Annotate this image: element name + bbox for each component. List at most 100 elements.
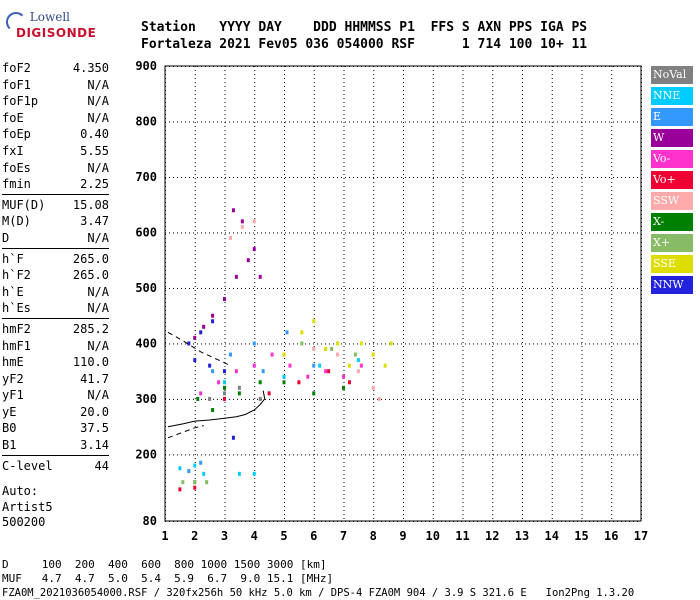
grid-dot-y: [609, 454, 610, 456]
echo-point: [336, 341, 340, 346]
grid-dot-y: [313, 343, 314, 345]
grid-dot-x: [194, 334, 196, 335]
grid-dot-y: [265, 454, 266, 456]
grid-dot-x: [254, 166, 256, 167]
grid-dot-x: [611, 318, 613, 319]
param-row: foEp 0.40: [2, 126, 109, 143]
grid-dot-x: [522, 254, 523, 255]
grid-dot-y: [513, 343, 514, 345]
grid-dot-y: [285, 176, 286, 178]
grid-dot-x: [432, 274, 434, 275]
grid-dot-x: [611, 238, 613, 239]
logo-brand: Lowell: [29, 10, 70, 24]
grid-dot-x: [432, 202, 434, 203]
grid-dot-x: [492, 154, 494, 155]
grid-dot-y: [281, 454, 282, 456]
param-name: fmin: [2, 177, 31, 192]
grid-dot-y: [409, 176, 410, 178]
grid-dot-x: [611, 310, 613, 311]
grid-dot-x: [403, 250, 404, 251]
grid-dot-x: [403, 466, 404, 467]
grid-dot-x: [611, 254, 613, 255]
grid-dot-x: [284, 342, 285, 343]
grid-dot-y: [589, 343, 590, 345]
grid-dot-x: [551, 438, 553, 439]
grid-dot-x: [343, 242, 345, 243]
grid-dot-x: [611, 114, 613, 115]
grid-dot-y: [309, 454, 310, 456]
grid-dot-y: [433, 121, 434, 123]
grid-dot-y: [505, 232, 506, 234]
grid-dot-x: [284, 222, 285, 223]
grid-dot-x: [403, 286, 404, 287]
header-labels: Station YYYY DAY DDD HHMMSS P1 FFS S AXN…: [141, 20, 588, 35]
grid-dot-x: [254, 378, 256, 379]
grid-dot-y: [409, 454, 410, 456]
grid-dot-x: [522, 310, 523, 311]
grid-dot-y: [637, 454, 638, 456]
grid-dot-y: [313, 287, 314, 289]
grid-dot-x: [403, 362, 404, 363]
grid-dot-y: [369, 121, 370, 123]
grid-dot-y: [613, 121, 614, 123]
grid-dot-x: [611, 74, 613, 75]
grid-dot-y: [417, 287, 418, 289]
grid-dot-x: [462, 418, 464, 419]
grid-dot-x: [492, 226, 494, 227]
param-value: 41.7: [80, 371, 109, 386]
grid-dot-x: [581, 178, 583, 179]
grid-dot-x: [254, 154, 256, 155]
grid-dot-x: [551, 294, 553, 295]
grid-dot-y: [285, 287, 286, 289]
grid-dot-x: [224, 222, 226, 223]
grid-dot-x: [432, 122, 434, 123]
grid-dot-y: [617, 454, 618, 456]
grid-dot-y: [277, 398, 278, 400]
grid-dot-x: [373, 130, 375, 131]
grid-dot-x: [462, 102, 464, 103]
grid-dot-x: [224, 494, 226, 495]
param-row: foEs N/A: [2, 160, 109, 177]
grid-dot-x: [343, 494, 345, 495]
grid-dot-x: [581, 426, 583, 427]
grid-dot-x: [611, 362, 613, 363]
grid-dot-x: [403, 398, 404, 399]
grid-dot-y: [201, 121, 202, 123]
grid-dot-x: [343, 382, 345, 383]
grid-dot-y: [429, 121, 430, 123]
param-value: 3.14: [80, 438, 109, 453]
grid-dot-x: [373, 326, 375, 327]
grid-dot-x: [373, 166, 375, 167]
grid-dot-x: [611, 298, 613, 299]
grid-dot-x: [492, 126, 494, 127]
param-value: N/A: [87, 284, 109, 299]
grid-dot-y: [621, 454, 622, 456]
grid-dot-y: [329, 454, 330, 456]
grid-dot-x: [343, 238, 345, 239]
grid-dot-x: [462, 70, 464, 71]
grid-dot-y: [257, 121, 258, 123]
grid-dot-y: [333, 232, 334, 234]
grid-dot-y: [525, 176, 526, 178]
grid-dot-x: [313, 238, 315, 239]
param-value: N/A: [87, 301, 109, 316]
grid-dot-y: [249, 454, 250, 456]
grid-dot-x: [403, 90, 404, 91]
grid-dot-y: [553, 176, 554, 178]
grid-dot-x: [313, 410, 315, 411]
grid-dot-x: [403, 450, 404, 451]
grid-dot-x: [313, 286, 315, 287]
grid-dot-y: [493, 343, 494, 345]
echo-point: [261, 369, 265, 374]
grid-dot-x: [224, 318, 226, 319]
grid-dot-x: [254, 458, 256, 459]
grid-dot-y: [341, 176, 342, 178]
param-name: MUF(D): [2, 197, 46, 212]
grid-dot-x: [343, 190, 345, 191]
grid-dot-x: [194, 222, 196, 223]
grid-dot-y: [265, 398, 266, 400]
grid-dot-y: [525, 454, 526, 456]
grid-dot-x: [522, 458, 523, 459]
grid-dot-x: [313, 314, 315, 315]
param-name: yE: [2, 404, 17, 419]
